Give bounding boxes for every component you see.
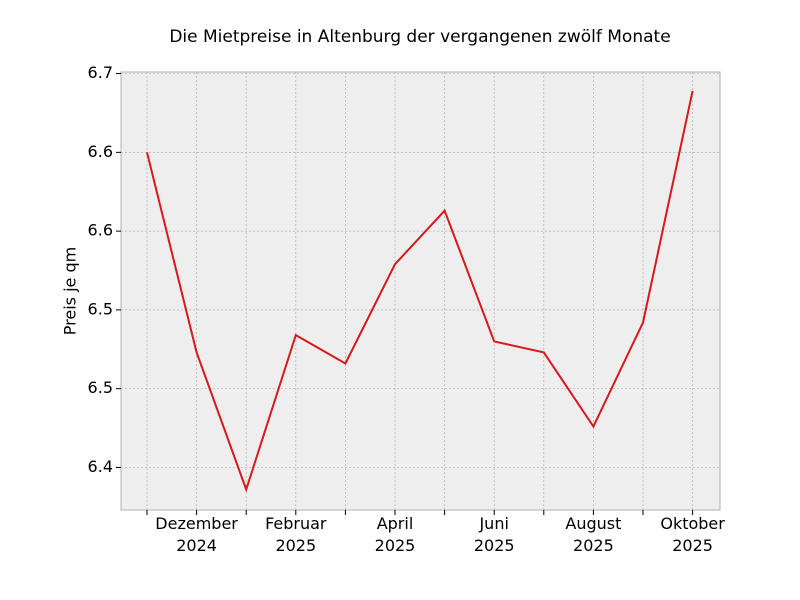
- y-tick-label: 6.4: [88, 457, 113, 476]
- x-tick-label: Juni 2025: [473, 514, 515, 555]
- x-tick-label: April 2025: [374, 514, 416, 555]
- x-tick-label: August 2025: [565, 514, 622, 555]
- x-tick-label: Februar 2025: [265, 514, 327, 555]
- plot-area: [120, 71, 721, 511]
- x-tick-label: Dezember 2024: [155, 514, 238, 555]
- x-tick-label: Oktober 2025: [660, 514, 725, 555]
- y-tick-label: 6.6: [88, 142, 113, 161]
- y-tick-label: 6.5: [88, 378, 113, 397]
- line-series: [146, 90, 694, 493]
- y-axis-label: Preis je qm: [61, 247, 80, 335]
- y-tick-label: 6.6: [88, 221, 113, 240]
- y-tick-label: 6.7: [88, 63, 113, 82]
- y-tick-label: 6.5: [88, 299, 113, 318]
- chart-title: Die Mietpreise in Altenburg der vergange…: [169, 27, 670, 47]
